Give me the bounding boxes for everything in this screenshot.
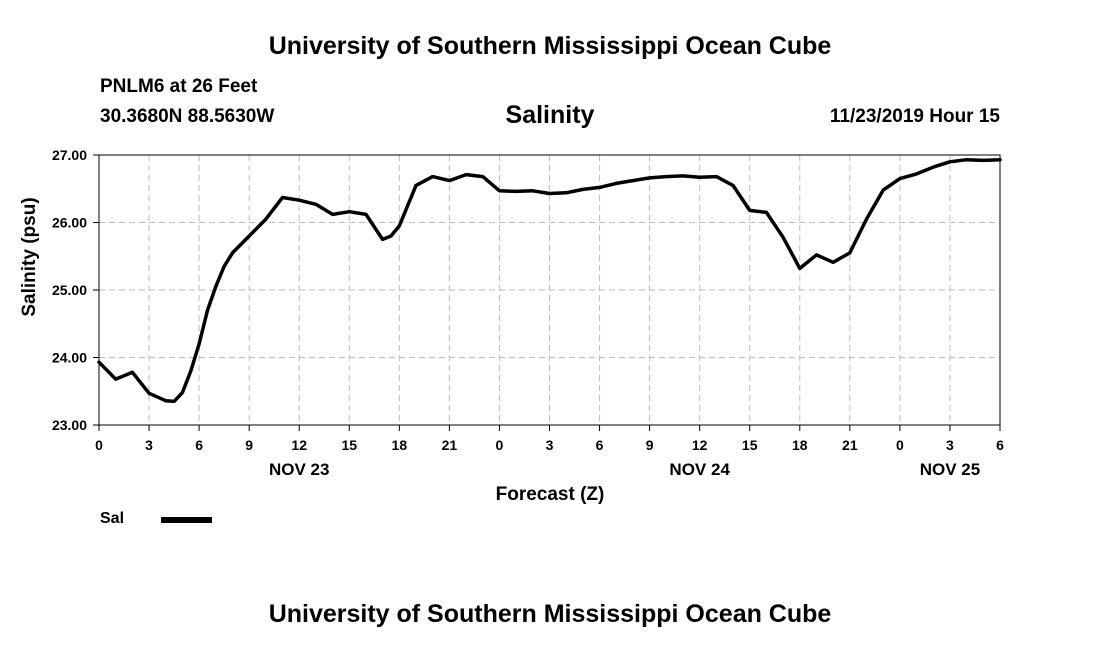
x-tick-label: 9	[245, 437, 253, 453]
x-tick-label: 3	[946, 437, 954, 453]
y-axis-label: Salinity (psu)	[19, 197, 40, 316]
x-tick-label: 21	[842, 437, 858, 453]
series-layer	[97, 157, 1002, 404]
legend-label: Sal	[100, 510, 125, 527]
axes: 0 3 6 9 12 15 18 21 0 3 6 9 12 15 18 21 0 3 6 27.00 26.00 25.…	[52, 147, 1004, 479]
y-tick-label: 27.00	[52, 147, 87, 163]
station-label: PNLM6 at 26 Feet	[100, 76, 258, 97]
x-tick-label: 21	[442, 437, 458, 453]
x-tick-label: 15	[742, 437, 758, 453]
x-day-label: NOV 24	[669, 460, 730, 479]
station-coordinates: 30.3680N 88.5630W	[100, 106, 275, 127]
x-tick-label: 0	[496, 437, 504, 453]
y-tick-label: 23.00	[52, 417, 87, 433]
x-tick-label: 9	[646, 437, 654, 453]
x-tick-label: 15	[341, 437, 357, 453]
parameter-title: Salinity	[505, 101, 595, 129]
y-tick-label: 24.00	[52, 350, 87, 366]
forecast-datetime: 11/23/2019 Hour 15	[829, 106, 1000, 127]
x-tick-label: 6	[596, 437, 604, 453]
x-tick-label: 18	[392, 437, 408, 453]
footer-title: University of Southern Mississippi Ocean…	[268, 600, 832, 628]
x-tick-label: 3	[145, 437, 153, 453]
x-tick-label: 6	[195, 437, 203, 453]
plot-frame	[98, 154, 1001, 426]
x-tick-label: 12	[692, 437, 708, 453]
x-tick-label: 0	[95, 437, 103, 453]
x-day-label: NOV 23	[269, 460, 329, 479]
x-tick-label: 18	[792, 437, 808, 453]
x-tick-label: 3	[546, 437, 554, 453]
legend-line-swatch	[161, 517, 212, 523]
x-tick-label: 0	[896, 437, 904, 453]
x-tick-label: 12	[291, 437, 307, 453]
grid	[99, 155, 1000, 425]
series-line-salinity	[97, 157, 1002, 404]
y-tick-label: 25.00	[52, 282, 87, 298]
x-day-label: NOV 25	[920, 460, 980, 479]
x-tick-label: 6	[996, 437, 1004, 453]
y-tick-label: 26.00	[52, 215, 87, 231]
chart-title: University of Southern Mississippi Ocean…	[268, 32, 832, 60]
x-axis-label: Forecast (Z)	[496, 484, 605, 505]
